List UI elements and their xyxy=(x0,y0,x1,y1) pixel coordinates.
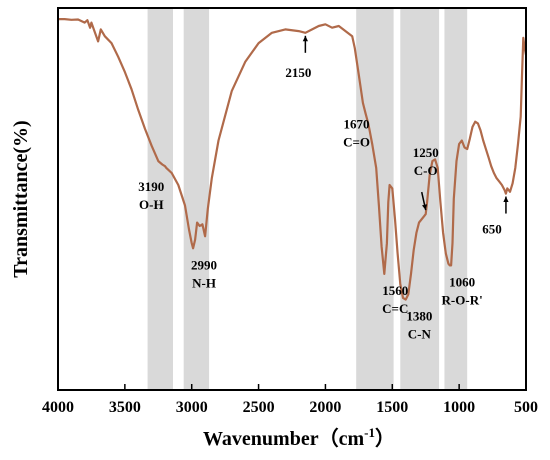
x-axis-title: Wavenumber（cm-1） xyxy=(203,425,395,450)
annotation-label: C=O xyxy=(343,134,370,149)
highlight-band xyxy=(356,9,394,389)
x-tick-label: 2000 xyxy=(309,399,341,416)
annotation-label: O-H xyxy=(139,197,164,212)
highlight-band xyxy=(147,9,173,389)
x-axis-title-sup: -1 xyxy=(364,425,375,440)
highlight-band xyxy=(183,9,210,389)
highlight-band xyxy=(400,9,440,389)
annotation-arrowhead xyxy=(503,196,509,202)
x-tick-label: 2500 xyxy=(243,399,275,416)
annotation-label: C=C xyxy=(382,301,408,316)
x-tick-label: 3000 xyxy=(176,399,208,416)
plot-frame xyxy=(57,7,527,391)
annotation-arrowhead xyxy=(421,204,428,211)
x-tick-label: 1000 xyxy=(443,399,475,416)
annotation-label: 1560 xyxy=(382,283,408,298)
x-tick-label: 1500 xyxy=(376,399,408,416)
annotation-arrowhead xyxy=(302,35,308,42)
annotation-label: 3190 xyxy=(138,179,164,194)
annotation-label: 2990 xyxy=(191,257,217,272)
annotation-label: N-H xyxy=(192,275,216,290)
highlight-bands xyxy=(147,9,468,389)
annotation-label: C-O xyxy=(414,163,438,178)
annotation-label: 2150 xyxy=(285,65,311,80)
annotation-label: 1060 xyxy=(449,274,475,289)
highlight-band xyxy=(444,9,468,389)
x-tick-label: 4000 xyxy=(42,399,74,416)
spectrum-layer xyxy=(58,18,528,301)
x-tick-label: 3500 xyxy=(109,399,141,416)
annotation-label: R-O-R' xyxy=(442,292,483,307)
annotation-label: 1380 xyxy=(406,309,432,324)
y-axis-title: Transmittance(%) xyxy=(10,120,32,277)
annotation-label: 1250 xyxy=(413,145,439,160)
x-tick-label: 500 xyxy=(514,399,538,416)
annotation-label: C-N xyxy=(408,327,432,342)
x-axis-title-end: ） xyxy=(375,427,395,450)
x-axis-title-main: Wavenumber（cm xyxy=(203,427,364,450)
annotation-label: 1670 xyxy=(344,116,370,131)
annotation-label: 650 xyxy=(482,222,502,237)
spectrum-line xyxy=(58,18,528,301)
x-axis-ticks: 4000 3500 3000 2500 2000 1500 1000 500 xyxy=(42,384,538,416)
